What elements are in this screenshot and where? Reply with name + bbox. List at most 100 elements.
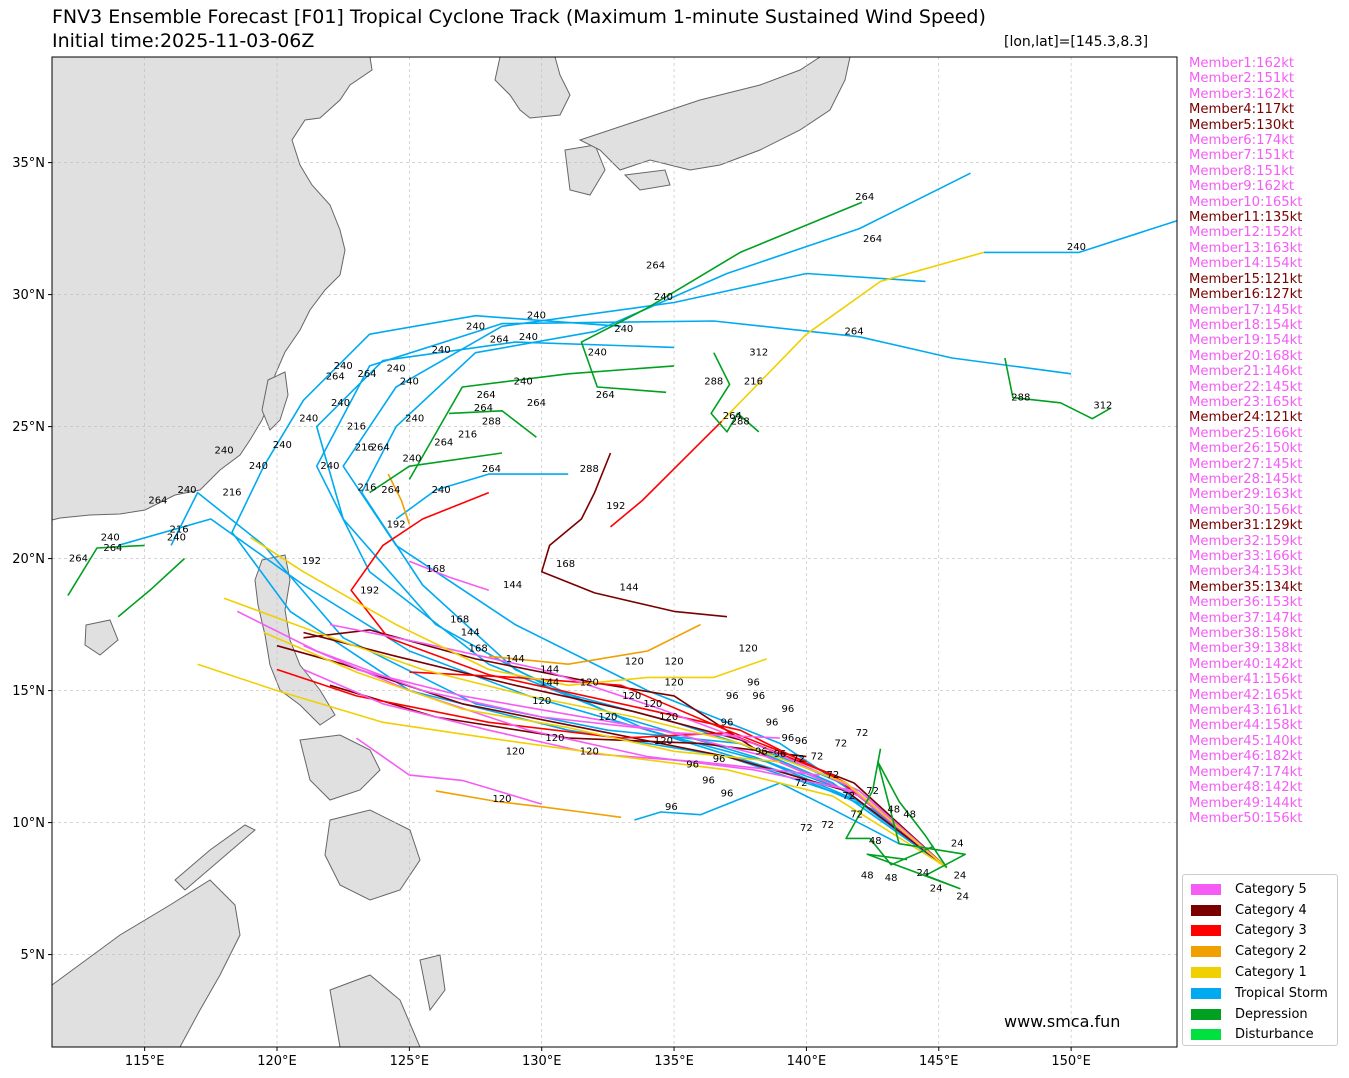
time-label: 216 xyxy=(347,422,366,433)
y-tick-label: 15°N xyxy=(12,684,45,699)
member-entry: Member26:150kt xyxy=(1189,441,1303,457)
time-label: 168 xyxy=(556,559,575,570)
time-label: 24 xyxy=(956,892,969,903)
member-entry: Member1:162kt xyxy=(1189,56,1295,71)
time-label: 144 xyxy=(461,628,480,639)
time-label: 240 xyxy=(331,398,350,409)
member-entry: Member22:145kt xyxy=(1189,379,1303,395)
land-korea xyxy=(494,56,571,119)
time-label: 240 xyxy=(514,377,533,388)
time-label: 216 xyxy=(222,488,241,499)
time-label: 240 xyxy=(466,321,485,332)
member-entry: Member7:151kt xyxy=(1189,148,1295,164)
time-label: 240 xyxy=(400,377,419,388)
track-line xyxy=(355,737,542,805)
time-label: 240 xyxy=(273,440,292,451)
track-line xyxy=(315,320,1072,869)
time-label: 24 xyxy=(954,870,967,881)
time-label: 240 xyxy=(320,461,339,472)
member-entry: Member18:154kt xyxy=(1189,317,1303,333)
member-entry: Member45:140kt xyxy=(1189,733,1303,749)
time-label: 120 xyxy=(643,699,662,710)
member-entry: Member47:174kt xyxy=(1189,764,1303,780)
time-label: 24 xyxy=(930,884,943,895)
track-line xyxy=(197,663,948,869)
track-line xyxy=(449,409,537,438)
time-label: 264 xyxy=(723,411,742,422)
member-entry: Member4:117kt xyxy=(1189,102,1295,118)
time-label: 168 xyxy=(450,614,469,625)
track-line xyxy=(488,623,701,666)
time-label: 240 xyxy=(101,532,120,543)
y-tick-label: 30°N xyxy=(12,288,45,303)
legend-swatch xyxy=(1191,904,1221,916)
time-label: 288 xyxy=(704,377,723,388)
time-label: 120 xyxy=(532,696,551,707)
track-line xyxy=(634,782,900,845)
track-line xyxy=(303,631,948,869)
member-entry: Member29:163kt xyxy=(1189,487,1303,503)
legend-item: Disturbance xyxy=(1191,1025,1337,1046)
member-entry: Member39:138kt xyxy=(1189,641,1303,657)
legend-label: Depression xyxy=(1235,1006,1308,1022)
time-label: 216 xyxy=(170,525,189,536)
time-label: 72 xyxy=(856,728,869,739)
time-label: 240 xyxy=(527,311,546,322)
member-entry: Member9:162kt xyxy=(1189,179,1295,195)
time-label: 48 xyxy=(885,873,898,884)
time-label: 192 xyxy=(387,519,406,530)
time-label: 168 xyxy=(426,564,445,575)
time-label: 240 xyxy=(519,332,538,343)
time-label: 240 xyxy=(177,485,196,496)
land-mindanao xyxy=(324,809,421,901)
time-label: 120 xyxy=(492,794,511,805)
track-line xyxy=(387,473,411,525)
time-label: 120 xyxy=(580,678,599,689)
member-entry: Member43:161kt xyxy=(1189,703,1303,719)
time-label: 240 xyxy=(334,361,353,372)
member-entry: Member15:121kt xyxy=(1189,271,1303,287)
time-label: 240 xyxy=(432,485,451,496)
time-label: 240 xyxy=(402,453,421,464)
time-label: 168 xyxy=(469,643,488,654)
member-entry: Member5:130kt xyxy=(1189,117,1295,133)
time-label: 120 xyxy=(625,657,644,668)
time-label: 96 xyxy=(721,717,734,728)
time-label: 96 xyxy=(702,775,715,786)
time-label: 240 xyxy=(249,461,268,472)
member-entry: Member16:127kt xyxy=(1189,287,1303,303)
track-line xyxy=(170,491,948,869)
x-tick-label: 125°E xyxy=(390,1054,430,1069)
land-palawan xyxy=(174,824,256,891)
time-label: 264 xyxy=(855,192,874,203)
land-visayas xyxy=(299,734,381,801)
time-label: 72 xyxy=(792,754,805,765)
time-label: 96 xyxy=(747,678,760,689)
time-label: 264 xyxy=(103,543,122,554)
track-line xyxy=(710,352,760,433)
time-label: 240 xyxy=(588,348,607,359)
y-axis: 5°N 10°N 15°N 20°N 25°N 30°N 35°N xyxy=(12,156,52,963)
member-entry: Member35:134kt xyxy=(1189,579,1303,595)
time-label: 96 xyxy=(726,691,739,702)
time-label: 96 xyxy=(782,733,795,744)
time-label: 96 xyxy=(755,746,768,757)
time-label: 120 xyxy=(622,691,641,702)
track-line xyxy=(303,668,820,776)
time-label: 144 xyxy=(503,580,522,591)
track-line xyxy=(369,452,503,494)
time-label: 312 xyxy=(749,348,768,359)
time-label: 264 xyxy=(845,327,864,338)
time-label: 264 xyxy=(474,403,493,414)
member-entry: Member12:152kt xyxy=(1189,225,1303,241)
time-label: 120 xyxy=(659,712,678,723)
member-entry: Member6:174kt xyxy=(1189,133,1295,149)
track-line xyxy=(721,251,985,422)
legend-swatch xyxy=(1191,1029,1221,1041)
time-label: 120 xyxy=(545,733,564,744)
legend-swatch xyxy=(1191,1008,1221,1020)
legend-item: Category 4 xyxy=(1191,900,1337,921)
member-entry: Member20:168kt xyxy=(1189,348,1303,364)
watermark: www.smca.fun xyxy=(1004,1012,1121,1031)
time-label: 96 xyxy=(766,717,779,728)
